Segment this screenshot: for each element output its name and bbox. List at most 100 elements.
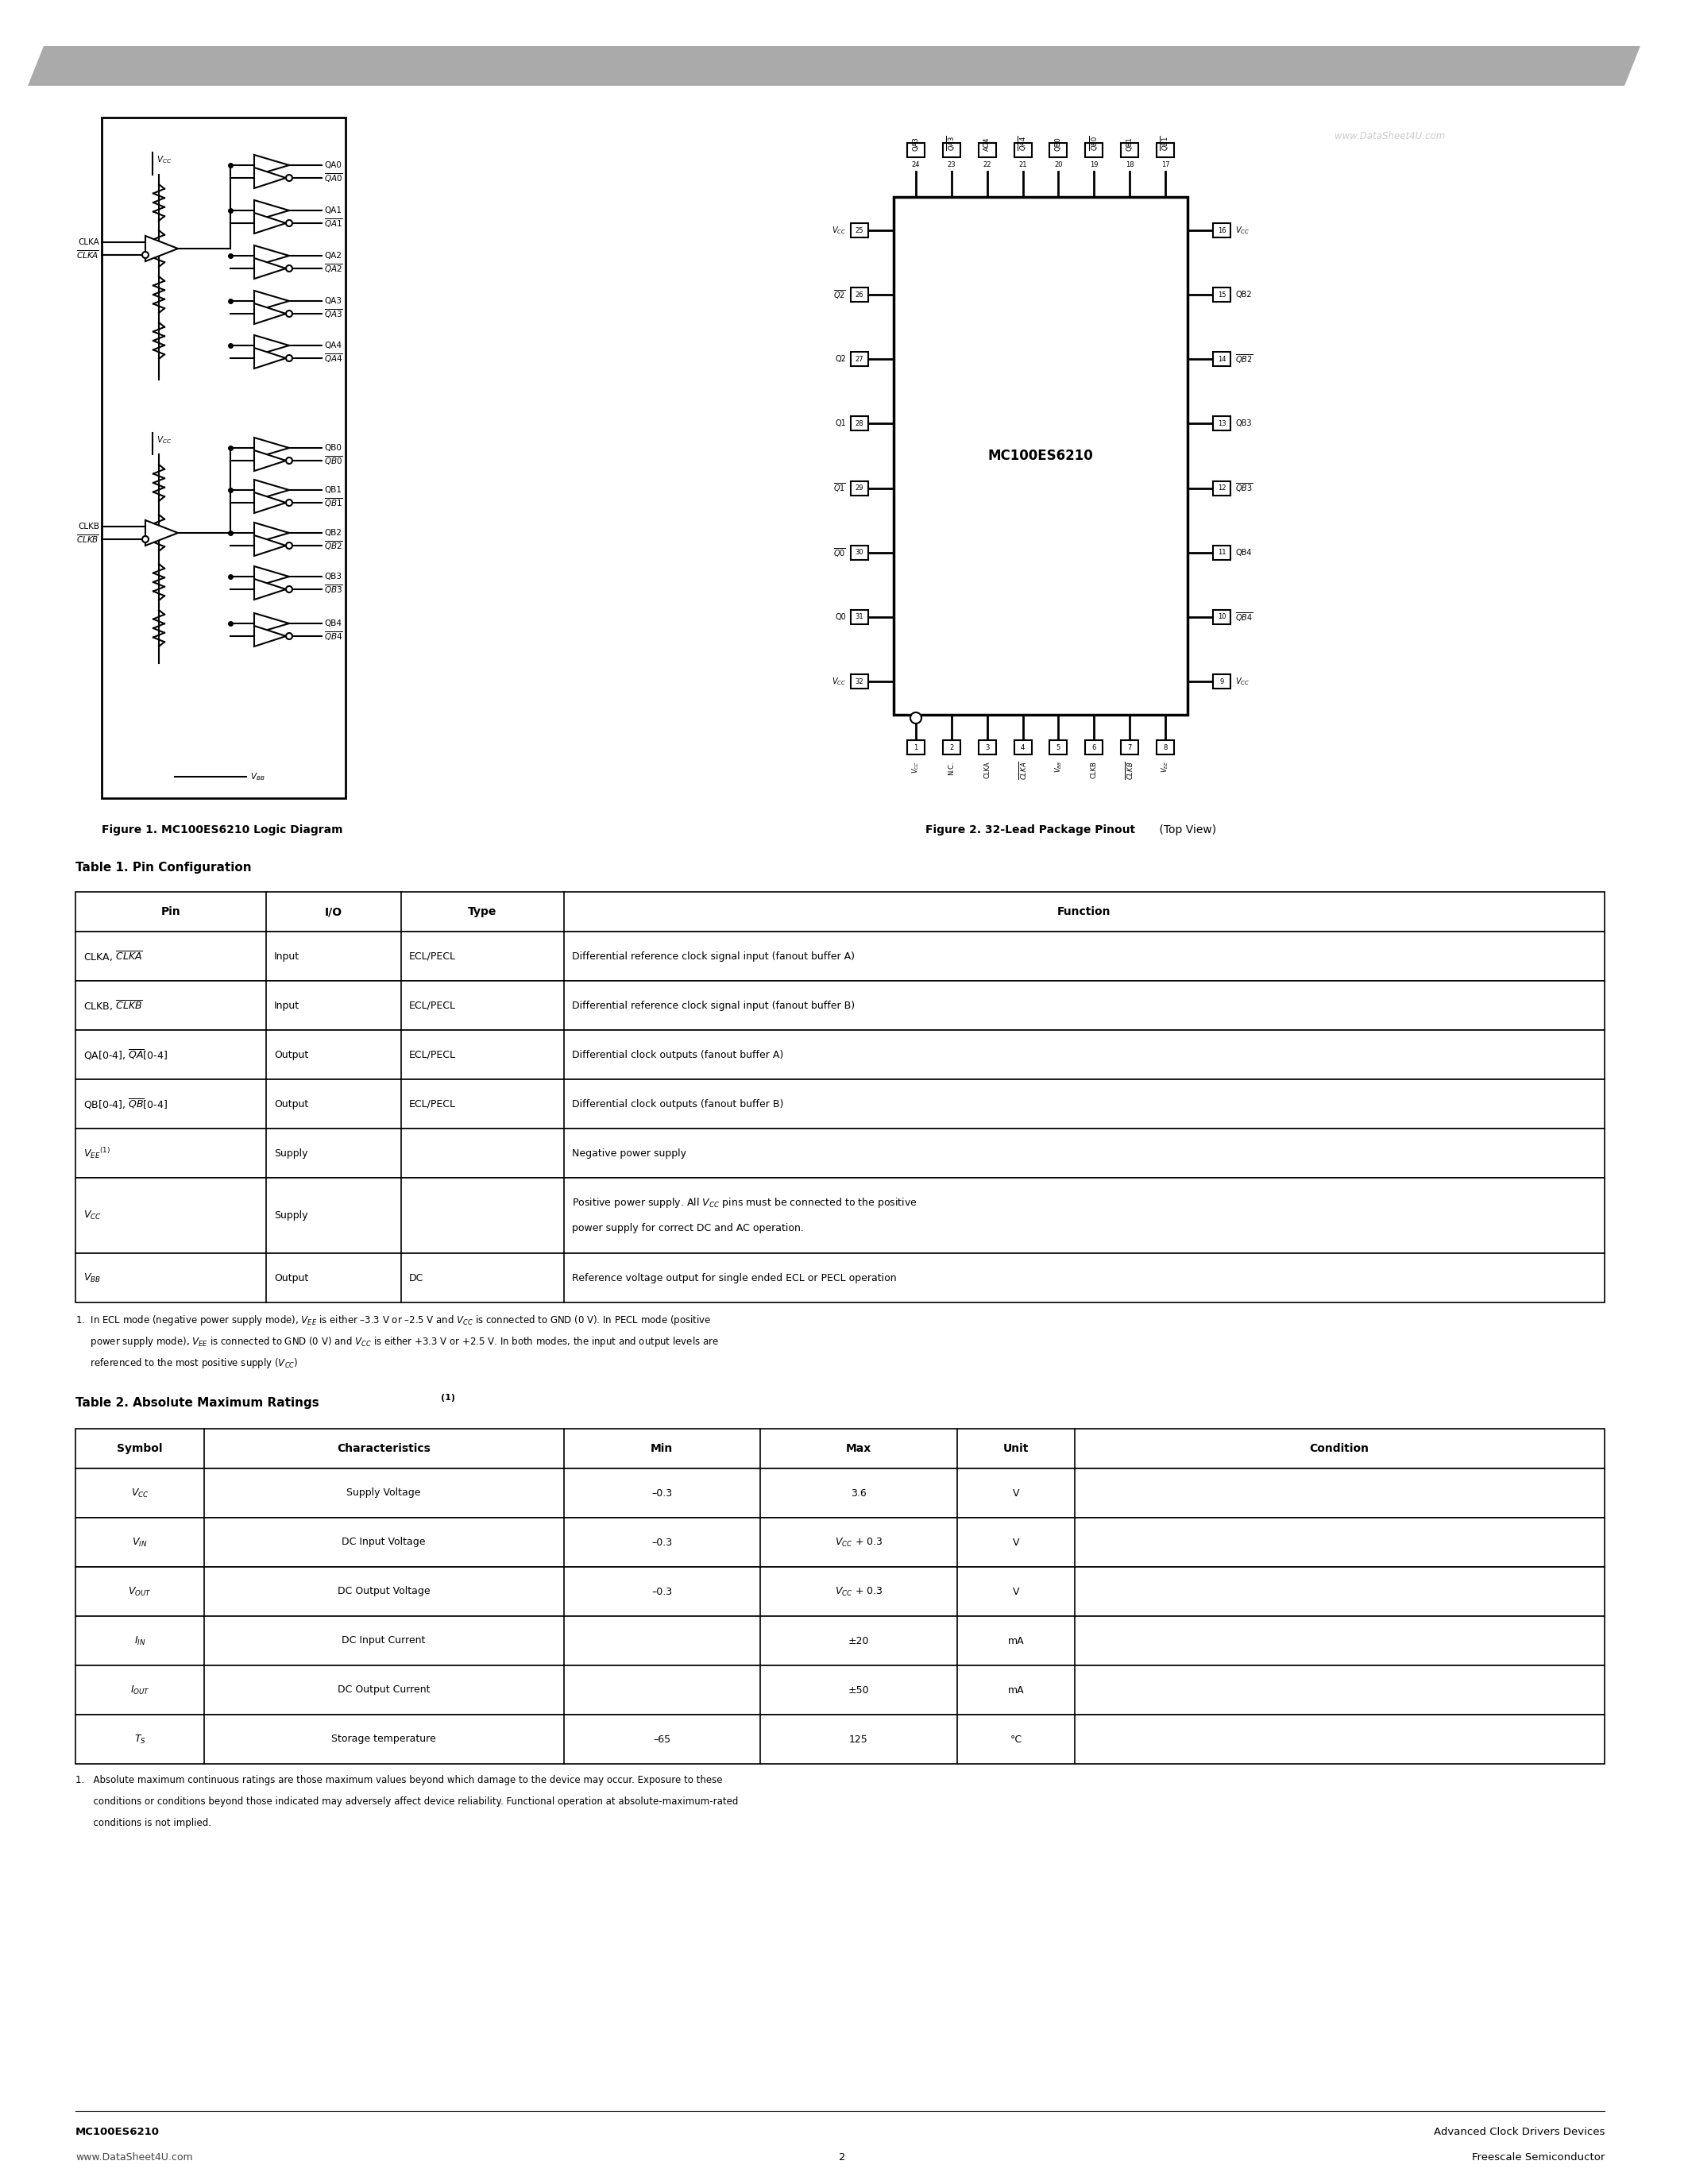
- Polygon shape: [255, 212, 285, 234]
- Text: $V_{CC}$: $V_{CC}$: [832, 225, 846, 236]
- Bar: [76, 1129, 1605, 1177]
- Bar: [1014, 740, 1031, 753]
- Bar: [944, 740, 960, 753]
- Text: $\overline{CLKB}$: $\overline{CLKB}$: [1124, 760, 1136, 780]
- Polygon shape: [255, 258, 285, 280]
- Bar: [101, 118, 346, 797]
- Text: 7: 7: [1128, 745, 1133, 751]
- Text: CLKA: CLKA: [984, 760, 991, 778]
- Bar: [1214, 223, 1231, 238]
- Text: 23: 23: [947, 162, 955, 168]
- Text: –0.3: –0.3: [652, 1487, 672, 1498]
- Text: N.C.: N.C.: [949, 760, 955, 775]
- Text: V: V: [1013, 1586, 1020, 1597]
- Text: QB4: QB4: [1236, 548, 1251, 557]
- Text: Advanced Clock Drivers Devices: Advanced Clock Drivers Devices: [1433, 2127, 1605, 2138]
- Bar: [1214, 352, 1231, 367]
- Text: 1: 1: [913, 745, 918, 751]
- Text: $V_{IN}$: $V_{IN}$: [132, 1535, 147, 1548]
- Text: $\overline{QB2}$: $\overline{QB2}$: [324, 539, 343, 553]
- Bar: [893, 197, 1188, 714]
- Polygon shape: [255, 480, 289, 500]
- Text: $\overline{Q1}$: $\overline{Q1}$: [834, 483, 846, 494]
- Text: ±50: ±50: [847, 1684, 869, 1695]
- Text: (Top View): (Top View): [1156, 823, 1217, 836]
- Text: Characteristics: Characteristics: [338, 1444, 430, 1455]
- Text: $V_{CC}$: $V_{CC}$: [130, 1487, 149, 1498]
- Text: $T_{S}$: $T_{S}$: [133, 1734, 145, 1745]
- Bar: [1214, 288, 1231, 301]
- Bar: [76, 1714, 1605, 1765]
- Text: Storage temperature: Storage temperature: [331, 1734, 436, 1745]
- Text: QB4: QB4: [324, 620, 341, 627]
- Text: QA0: QA0: [324, 162, 341, 168]
- Text: 17: 17: [1161, 162, 1170, 168]
- Bar: [1121, 740, 1138, 753]
- Text: Supply: Supply: [273, 1210, 307, 1221]
- Text: $V_{BB}$: $V_{BB}$: [83, 1271, 101, 1284]
- Bar: [1050, 740, 1067, 753]
- Text: $V_{CC}$: $V_{CC}$: [1236, 225, 1249, 236]
- Text: 27: 27: [856, 356, 864, 363]
- Text: Figure 2. 32-Lead Package Pinout: Figure 2. 32-Lead Package Pinout: [925, 823, 1136, 836]
- Circle shape: [285, 542, 292, 548]
- Text: QB2: QB2: [1236, 290, 1251, 299]
- Text: ECL/PECL: ECL/PECL: [408, 1051, 456, 1059]
- Bar: [851, 546, 868, 559]
- Text: Differential reference clock signal input (fanout buffer A): Differential reference clock signal inpu…: [572, 950, 854, 961]
- Text: QB0: QB0: [1055, 138, 1062, 151]
- Text: $\overline{Q0}$: $\overline{Q0}$: [834, 546, 846, 559]
- Text: $V_{CC}$: $V_{CC}$: [83, 1210, 101, 1221]
- Text: conditions or conditions beyond those indicated may adversely affect device reli: conditions or conditions beyond those in…: [76, 1797, 738, 1806]
- Text: power supply for correct DC and AC operation.: power supply for correct DC and AC opera…: [572, 1223, 803, 1234]
- Text: DC Input Current: DC Input Current: [341, 1636, 425, 1647]
- Text: Differential clock outputs (fanout buffer A): Differential clock outputs (fanout buffe…: [572, 1051, 783, 1059]
- Circle shape: [285, 175, 292, 181]
- Text: $\overline{QB2}$: $\overline{QB2}$: [1236, 354, 1252, 365]
- Text: Output: Output: [273, 1099, 309, 1109]
- Bar: [906, 142, 925, 157]
- Text: $\overline{CLKB}$: $\overline{CLKB}$: [76, 533, 100, 546]
- Text: 24: 24: [912, 162, 920, 168]
- Polygon shape: [255, 450, 285, 472]
- Bar: [76, 891, 1605, 933]
- Bar: [76, 1666, 1605, 1714]
- Text: Output: Output: [273, 1051, 309, 1059]
- Bar: [851, 675, 868, 688]
- Bar: [979, 740, 996, 753]
- Bar: [76, 1177, 1605, 1254]
- Text: $V_{CC}$: $V_{CC}$: [157, 155, 172, 166]
- Text: 1.  In ECL mode (negative power supply mode), $V_{EE}$ is either –3.3 V or –2.5 : 1. In ECL mode (negative power supply mo…: [76, 1313, 711, 1328]
- Text: Type: Type: [468, 906, 496, 917]
- Polygon shape: [255, 168, 285, 188]
- Text: DC: DC: [408, 1273, 424, 1282]
- Text: 11: 11: [1217, 548, 1225, 557]
- Text: QA3: QA3: [912, 138, 920, 151]
- Text: $V_{CC}$ + 0.3: $V_{CC}$ + 0.3: [834, 1535, 883, 1548]
- Circle shape: [285, 356, 292, 360]
- Text: 19: 19: [1090, 162, 1099, 168]
- Bar: [76, 1254, 1605, 1302]
- Text: 18: 18: [1126, 162, 1134, 168]
- Text: $\overline{QB4}$: $\overline{QB4}$: [1236, 612, 1252, 622]
- Text: www.DataSheet4U.com: www.DataSheet4U.com: [1335, 131, 1445, 142]
- Bar: [76, 1031, 1605, 1079]
- Polygon shape: [145, 236, 177, 262]
- Circle shape: [142, 535, 149, 542]
- Text: Supply: Supply: [273, 1149, 307, 1158]
- Text: Reference voltage output for single ended ECL or PECL operation: Reference voltage output for single ende…: [572, 1273, 896, 1282]
- Text: $\overline{QB1}$: $\overline{QB1}$: [1160, 135, 1171, 151]
- Text: $V_{OUT}$: $V_{OUT}$: [128, 1586, 152, 1597]
- Text: MC100ES6210: MC100ES6210: [76, 2127, 160, 2138]
- Bar: [851, 417, 868, 430]
- Text: CLKB, $\overline{CLKB}$: CLKB, $\overline{CLKB}$: [83, 998, 143, 1011]
- Text: QB[0-4], $\overline{QB}$[0-4]: QB[0-4], $\overline{QB}$[0-4]: [83, 1096, 167, 1112]
- Text: mA: mA: [1008, 1684, 1025, 1695]
- Text: Function: Function: [1057, 906, 1111, 917]
- Polygon shape: [255, 491, 285, 513]
- Circle shape: [285, 310, 292, 317]
- Text: 3.6: 3.6: [851, 1487, 866, 1498]
- Bar: [1050, 142, 1067, 157]
- Text: ECL/PECL: ECL/PECL: [408, 1000, 456, 1011]
- Bar: [851, 609, 868, 625]
